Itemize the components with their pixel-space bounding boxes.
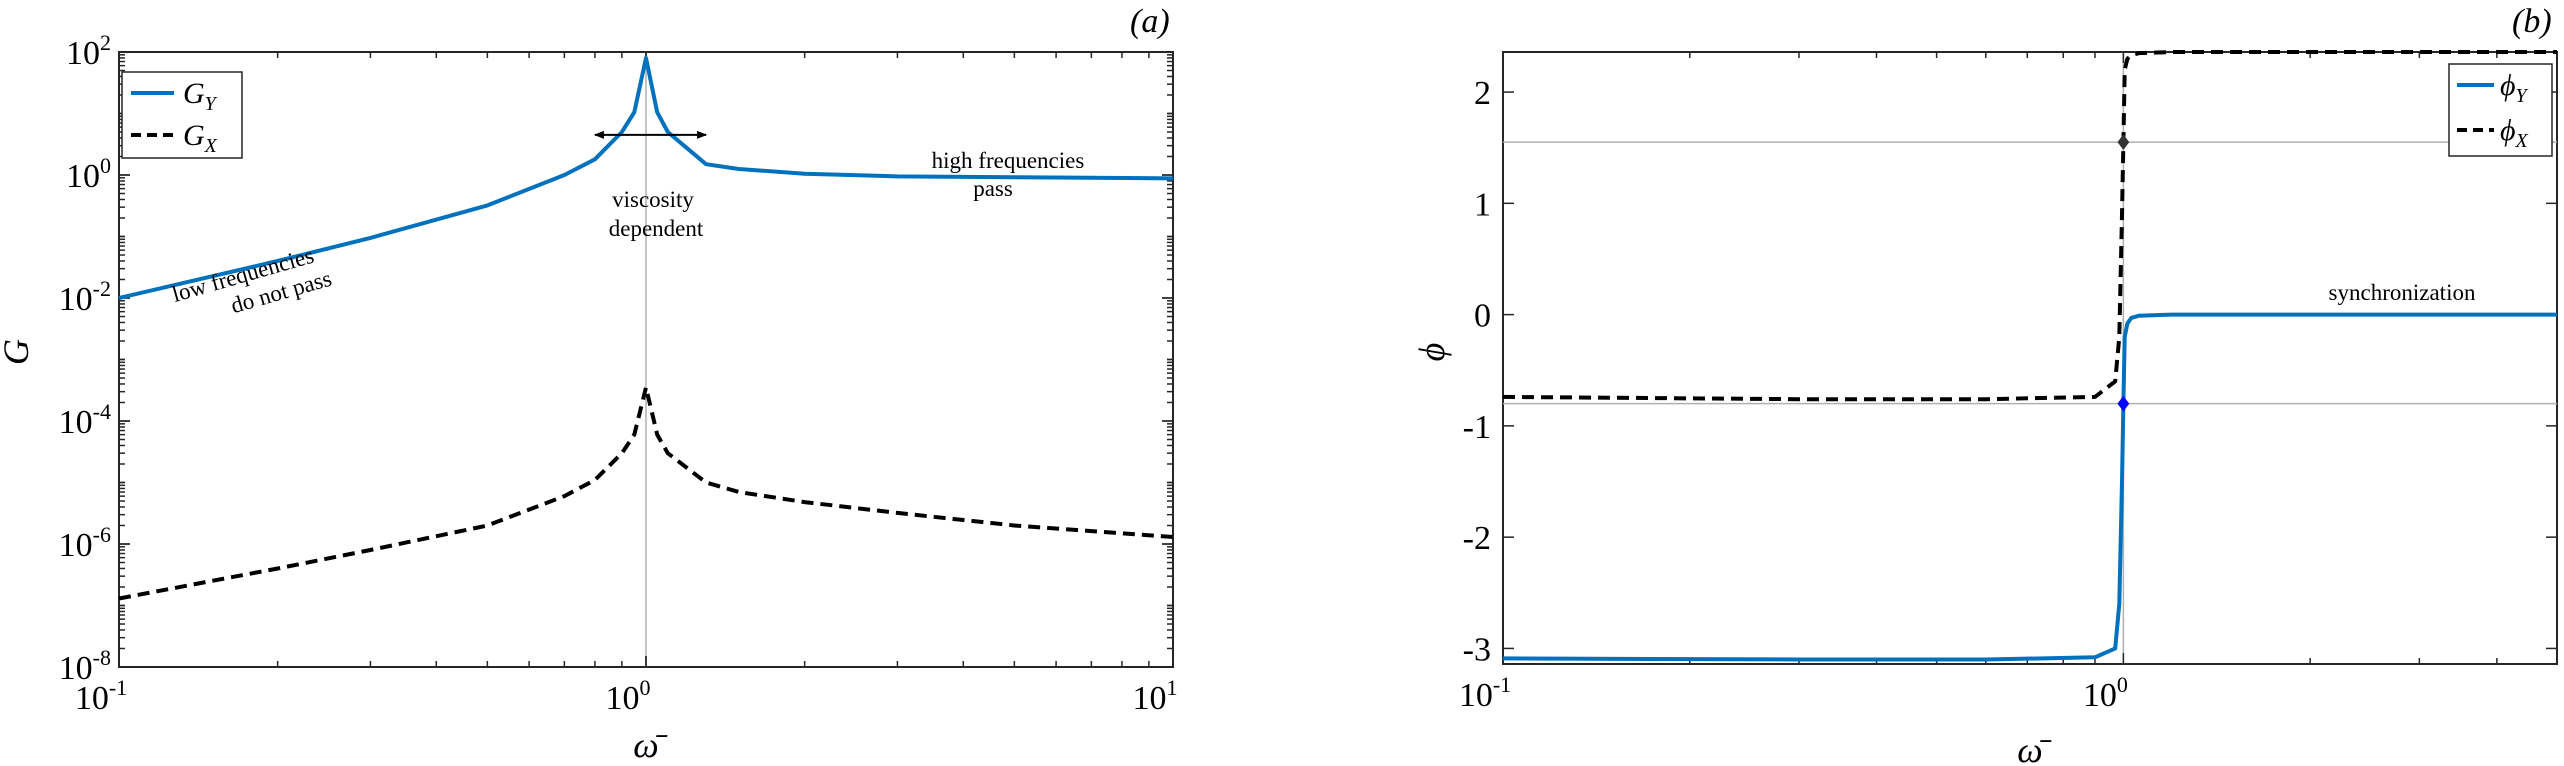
marker-diamond-0 [2117, 134, 2130, 150]
panel-b-series [1502, 50, 2557, 662]
panel-b-x-tick-label-0: 10-1 [1459, 672, 1511, 714]
panel-b-y-axis-label: ϕ [1412, 343, 1452, 362]
panel-a-y-axis-label: G [0, 339, 36, 365]
panel-a-x-tick-label-0: 10-1 [75, 675, 127, 717]
series-line-g-y [118, 56, 1174, 300]
panel-a-ticks [118, 51, 1174, 668]
panel-a-legend: GY GX [121, 71, 243, 159]
annotation-synchronization: synchronization [2329, 280, 2476, 305]
panel-a-x-tick-label-1: 100 [606, 675, 651, 717]
panel-b-x-tick-label-1: 100 [2083, 672, 2128, 714]
panel-a-x-tick-label-2: 101 [1133, 675, 1178, 717]
panel-a-series [118, 56, 1174, 601]
panel-a-legend-box [121, 71, 243, 159]
panel-a-label: (a) [1130, 3, 1170, 40]
panel-b-legend-box [2448, 63, 2553, 157]
panel-b-y-tick-label-4: -2 [1463, 520, 1491, 557]
panel-a-y-tick-label-1: 100 [66, 153, 111, 195]
annotation-viscosity-line1: viscosity [612, 187, 694, 212]
annotation-viscosity-line2: dependent [609, 216, 704, 241]
panel-a-y-tick-label-2: 10-2 [59, 276, 111, 318]
annotation-high-frequencies-line2: pass [973, 176, 1013, 201]
panel-b-legend: ϕY ϕX [2448, 63, 2553, 157]
marker-diamond-1 [2117, 395, 2130, 412]
panel-a-x-axis-label: ω̄ [633, 725, 667, 765]
legend-label-g-x: GX [183, 119, 218, 157]
panel-a-y-tick-label-3: 10-4 [59, 399, 111, 441]
annotation-high-frequencies-line1: high frequencies [932, 148, 1085, 173]
panel-a-tick-labels: 10-1 100 101 102 100 10-2 10-4 10-6 10-8 [59, 30, 1178, 717]
panel-b-x-axis-label: ω̄ [2017, 730, 2051, 766]
legend-label-phi-x: ϕX [2500, 114, 2529, 152]
panel-b-y-tick-label-0: 2 [1474, 75, 1491, 112]
panel-a-y-tick-label-5: 10-8 [59, 645, 111, 687]
panel-b-frame [1502, 51, 2558, 665]
panel-b-y-tick-label-1: 1 [1474, 186, 1491, 223]
panel-b-y-tick-label-2: 0 [1474, 298, 1491, 335]
panel-b-y-tick-label-5: -3 [1463, 631, 1491, 668]
panel-a-y-tick-label-0: 102 [66, 30, 111, 72]
panel-b-label: (b) [2512, 3, 2552, 40]
panel-a-y-tick-label-4: 10-6 [59, 522, 111, 564]
panel-b-y-tick-label-3: -1 [1463, 409, 1491, 446]
series-line-phi-x [1502, 50, 2557, 402]
legend-label-phi-y: ϕY [2500, 69, 2529, 107]
legend-label-g-y: GY [183, 77, 218, 115]
series-line-phi-y [1502, 312, 2557, 662]
